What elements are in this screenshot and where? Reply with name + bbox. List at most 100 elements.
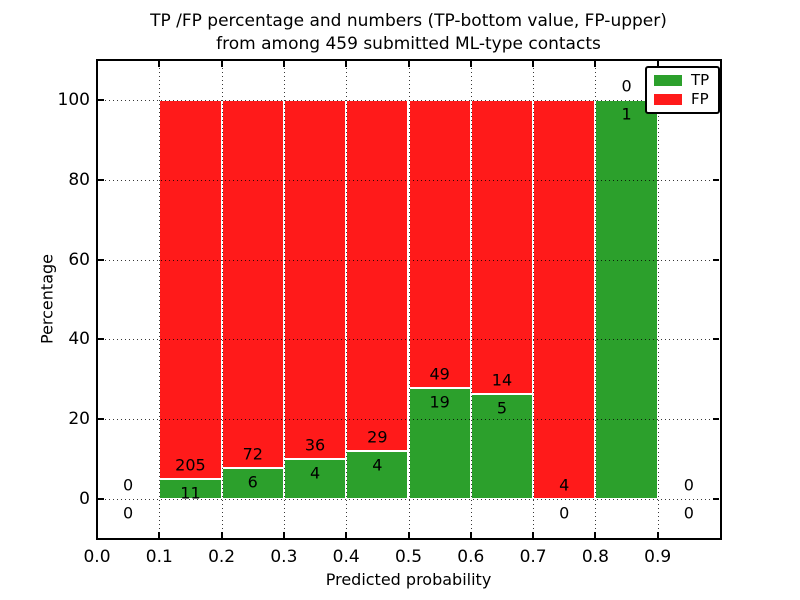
tp-count-label: 1 <box>621 104 632 124</box>
y-tick-mark-right <box>713 498 719 501</box>
x-gridline <box>159 60 161 539</box>
y-tick-mark-right <box>713 418 719 421</box>
x-tick-label: 0.5 <box>394 547 423 567</box>
y-tick-mark-left <box>98 418 104 421</box>
y-axis-label: Percentage <box>37 253 57 345</box>
y-tick-label: 60 <box>68 249 90 270</box>
fp-color-swatch <box>654 94 682 105</box>
x-gridline <box>283 60 285 539</box>
tp-bar <box>595 99 658 500</box>
tp-count-label: 0 <box>683 503 694 523</box>
x-tick-mark-top <box>407 61 410 67</box>
x-tick-mark-top <box>345 61 348 67</box>
fp-count-label: 36 <box>304 435 326 455</box>
fp-bar <box>470 99 534 395</box>
x-tick-mark-bottom <box>220 532 223 538</box>
x-gridline <box>595 60 597 539</box>
x-tick-label: 0.3 <box>270 547 298 567</box>
y-tick-mark-left <box>98 498 104 501</box>
x-tick-label: 0.1 <box>145 547 173 567</box>
x-tick-mark-bottom <box>282 532 285 538</box>
x-gridline <box>346 60 348 539</box>
y-tick-mark-right <box>713 178 719 181</box>
x-axis-label: Predicted probability <box>325 570 492 589</box>
fp-bar <box>283 99 347 460</box>
legend: TP FP <box>645 66 720 114</box>
x-tick-label: 0.4 <box>332 547 360 567</box>
tp-bar <box>346 450 409 500</box>
fp-count-label: 29 <box>367 427 388 447</box>
x-gridline <box>657 60 659 539</box>
x-tick-label: 0.0 <box>83 547 111 567</box>
fp-count-label: 205 <box>175 455 206 475</box>
chart-title-line2: from among 459 submitted ML-type contact… <box>216 34 601 54</box>
x-tick-mark-bottom <box>158 532 161 538</box>
fp-bar <box>346 99 409 451</box>
fp-count-label: 0 <box>123 475 134 495</box>
x-gridline <box>408 60 410 539</box>
x-tick-mark-top <box>594 61 597 67</box>
fp-count-label: 72 <box>242 444 263 464</box>
legend-item-tp: TP <box>654 73 711 88</box>
x-tick-mark-top <box>220 61 223 67</box>
y-tick-mark-right <box>713 338 719 341</box>
tp-count-label: 0 <box>123 503 134 523</box>
fp-bar <box>221 99 284 469</box>
x-tick-label: 0.6 <box>457 547 485 567</box>
fp-count-label: 49 <box>429 364 450 384</box>
y-tick-label: 0 <box>79 489 90 510</box>
y-tick-label: 100 <box>57 89 90 110</box>
fp-bar <box>408 99 471 388</box>
x-tick-mark-bottom <box>469 532 472 538</box>
x-tick-label: 0.7 <box>519 547 547 567</box>
x-tick-mark-top <box>96 61 98 67</box>
y-tick-label: 20 <box>68 409 90 430</box>
left-spine <box>96 59 98 540</box>
tp-count-label: 19 <box>429 392 450 412</box>
legend-label-tp: TP <box>691 71 710 89</box>
x-gridline <box>470 60 472 539</box>
chart-title-line1: TP /FP percentage and numbers (TP-bottom… <box>150 11 667 31</box>
y-tick-mark-left <box>98 98 104 101</box>
tp-count-label: 11 <box>180 483 201 503</box>
x-tick-label: 0.8 <box>581 547 609 567</box>
x-tick-mark-bottom <box>96 532 98 538</box>
tp-bar <box>408 387 471 500</box>
y-tick-mark-left <box>98 178 104 181</box>
legend-item-fp: FP <box>654 92 711 107</box>
y-tick-label: 40 <box>68 329 90 350</box>
x-tick-mark-top <box>656 61 659 67</box>
y-tick-mark-left <box>98 338 104 341</box>
x-tick-mark-top <box>469 61 472 67</box>
fp-count-label: 0 <box>683 475 694 495</box>
x-tick-mark-bottom <box>532 532 535 538</box>
x-tick-mark-top <box>158 61 161 67</box>
tp-count-label: 4 <box>372 455 383 475</box>
bottom-spine <box>96 538 722 540</box>
tp-count-label: 0 <box>559 503 570 523</box>
tp-count-label: 4 <box>309 463 321 483</box>
y-tick-mark-left <box>98 258 104 261</box>
x-gridline <box>221 60 223 539</box>
x-tick-mark-top <box>282 61 285 67</box>
chart-title: TP /FP percentage and numbers (TP-bottom… <box>97 10 720 56</box>
x-tick-mark-bottom <box>656 532 659 538</box>
tp-count-label: 6 <box>247 472 258 492</box>
x-tick-label: 0.2 <box>208 547 236 567</box>
fp-count-label: 14 <box>491 370 513 390</box>
x-tick-mark-bottom <box>594 532 597 538</box>
tp-color-swatch <box>654 75 682 86</box>
tp-bar <box>221 468 284 500</box>
x-gridline <box>533 60 535 539</box>
right-spine <box>720 59 722 540</box>
x-tick-mark-bottom <box>407 532 410 538</box>
y-tick-label: 80 <box>68 169 90 190</box>
legend-label-fp: FP <box>691 90 709 108</box>
x-tick-label: 0.9 <box>644 547 672 567</box>
fp-bar <box>533 99 596 500</box>
tp-count-label: 5 <box>496 398 508 418</box>
fp-count-label: 0 <box>621 76 632 96</box>
x-tick-mark-bottom <box>345 532 348 538</box>
fp-count-label: 4 <box>559 475 570 495</box>
